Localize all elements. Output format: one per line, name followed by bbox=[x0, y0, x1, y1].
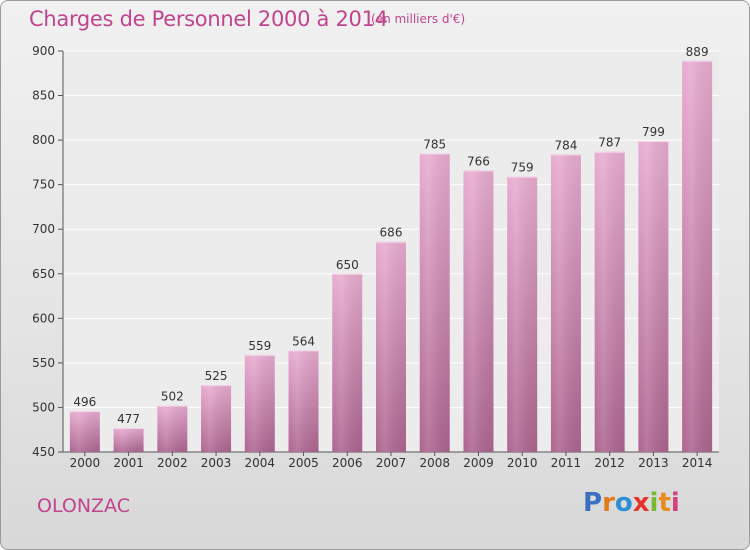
bar-shine bbox=[463, 170, 494, 453]
y-tick-label: 900 bbox=[32, 44, 55, 58]
x-tick-label: 2009 bbox=[463, 456, 494, 470]
y-tick-label: 850 bbox=[32, 89, 55, 103]
x-tick-label: 2000 bbox=[70, 456, 101, 470]
x-tick-label: 2008 bbox=[419, 456, 450, 470]
bar-value-label: 766 bbox=[467, 154, 490, 168]
y-tick-label: 800 bbox=[32, 133, 55, 147]
bar-value-label: 785 bbox=[423, 137, 446, 151]
bar-value-label: 686 bbox=[380, 226, 403, 240]
bar-shine bbox=[638, 141, 669, 452]
bar-shine bbox=[157, 405, 188, 452]
axes: 450 500 550 600 650 700 750 800 850 900 2000 2001 20… bbox=[32, 44, 719, 470]
x-tick-label: 2007 bbox=[376, 456, 407, 470]
bar-value-label: 650 bbox=[336, 258, 359, 272]
commune-name: OLONZAC bbox=[37, 495, 130, 517]
x-tick-label: 2014 bbox=[682, 456, 713, 470]
bar-shine bbox=[288, 350, 319, 452]
y-tick-label: 600 bbox=[32, 311, 55, 325]
bar-shine bbox=[594, 151, 625, 452]
bar-value-label: 889 bbox=[686, 45, 709, 59]
bar-shine bbox=[682, 60, 713, 453]
bar-value-label: 559 bbox=[248, 339, 271, 353]
x-tick-label: 2005 bbox=[288, 456, 319, 470]
bar-shine bbox=[507, 176, 538, 452]
y-tick-label: 550 bbox=[32, 356, 55, 370]
y-tick-label: 450 bbox=[32, 445, 55, 459]
bar-value-label: 799 bbox=[642, 125, 665, 139]
bar-shine bbox=[550, 154, 581, 452]
x-tick-label: 2001 bbox=[113, 456, 144, 470]
bar-shine bbox=[332, 273, 363, 452]
bar-shine bbox=[419, 153, 450, 452]
y-tick-label: 700 bbox=[32, 222, 55, 236]
bar-shine bbox=[376, 241, 406, 452]
x-tick-label: 2010 bbox=[507, 456, 538, 470]
bar-value-label: 525 bbox=[205, 369, 228, 383]
bar-shine bbox=[69, 411, 100, 452]
x-tick-label: 2002 bbox=[157, 456, 188, 470]
y-tick-label: 500 bbox=[32, 400, 55, 414]
y-tick-label: 650 bbox=[32, 267, 55, 281]
y-tick-label: 750 bbox=[32, 178, 55, 192]
bar-shine bbox=[201, 385, 232, 452]
x-tick-label: 2003 bbox=[201, 456, 232, 470]
bar-value-label: 784 bbox=[554, 138, 577, 152]
bar-shine bbox=[113, 427, 144, 452]
bar-value-label: 502 bbox=[161, 390, 184, 404]
bar-value-label: 496 bbox=[73, 395, 96, 409]
proxiti-logo[interactable]: Proxiti bbox=[583, 488, 680, 518]
labels: 496 477 502 525 559 564 650 686 785 766 759 784 787 7… bbox=[73, 45, 708, 426]
x-tick-label: 2006 bbox=[332, 456, 363, 470]
bar-value-label: 759 bbox=[511, 161, 534, 175]
chart-title: Charges de Personnel 2000 à 2014 bbox=[29, 7, 388, 31]
bar-value-label: 564 bbox=[292, 334, 315, 348]
x-tick-label: 2013 bbox=[638, 456, 669, 470]
bar-value-label: 787 bbox=[598, 136, 621, 150]
bar-shine bbox=[244, 354, 275, 452]
x-tick-label: 2004 bbox=[245, 456, 276, 470]
bar-value-label: 477 bbox=[117, 412, 140, 426]
chart-unit: (en milliers d'€) bbox=[371, 12, 466, 26]
x-tick-label: 2012 bbox=[594, 456, 625, 470]
x-tick-label: 2011 bbox=[551, 456, 582, 470]
bars bbox=[69, 60, 713, 453]
